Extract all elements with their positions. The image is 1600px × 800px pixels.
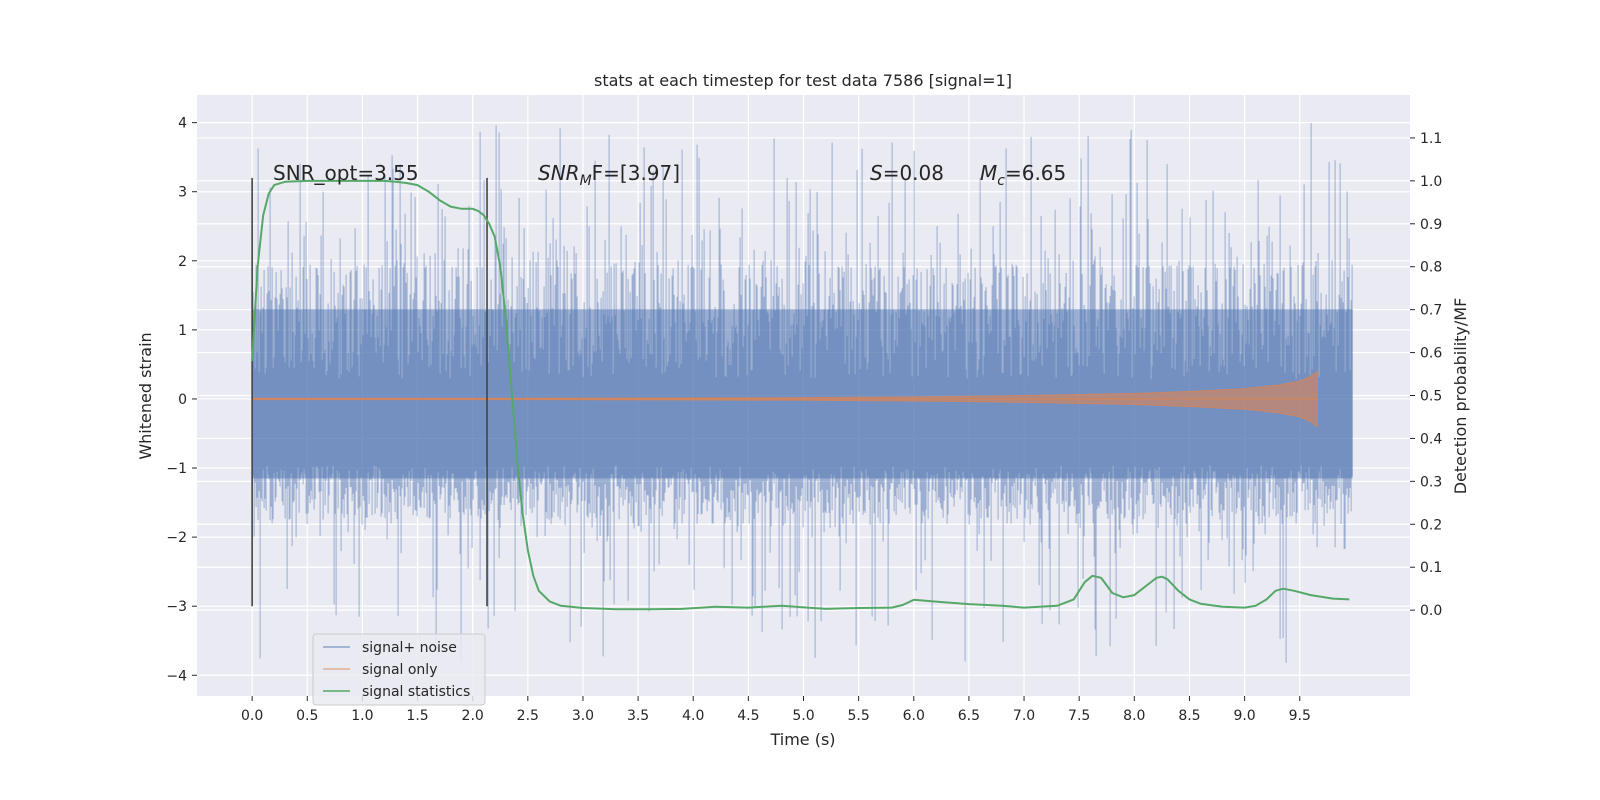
legend-label-signal-statistics: signal statistics: [362, 684, 470, 700]
x-tick-label: 2.5: [517, 708, 539, 724]
y-right-tick-label: 0.2: [1420, 517, 1442, 533]
y-right-tick-label: 1.1: [1420, 131, 1442, 147]
y-right-tick-label: 0.1: [1420, 560, 1442, 576]
annotation-mc-value: =6.65: [1005, 161, 1066, 185]
x-tick-label: 0.0: [241, 708, 263, 724]
y-left-tick-label: −4: [166, 668, 187, 684]
legend: signal+ noise signal only signal statist…: [312, 633, 486, 706]
annotation-snr-mf-sub: M: [580, 173, 592, 189]
annotation-mc-sub: c: [997, 173, 1005, 189]
annotation-snr-mf-rest: F=[3.97]: [592, 161, 680, 185]
x-tick-label: 2.0: [462, 708, 484, 724]
x-tick-label: 3.5: [627, 708, 649, 724]
x-tick-label: 8.0: [1123, 708, 1145, 724]
x-tick-label: 8.5: [1178, 708, 1200, 724]
x-tick-label: 6.5: [958, 708, 980, 724]
y-right-tick-label: 0.4: [1420, 431, 1442, 447]
legend-label-signal-noise: signal+ noise: [362, 640, 457, 656]
y-right-tick-label: 0.7: [1420, 303, 1442, 319]
x-tick-label: 9.5: [1289, 708, 1311, 724]
annotation-s-symbol: S: [870, 161, 883, 185]
y-left-tick-label: 4: [178, 116, 187, 132]
x-tick-label: 0.5: [296, 708, 318, 724]
y-left-tick-label: −1: [166, 461, 187, 477]
window-markers: [251, 177, 488, 607]
y-right-tick-label: 0.8: [1420, 260, 1442, 276]
signal-only-series: [251, 370, 1318, 428]
y-left-tick-label: 0: [178, 392, 187, 408]
x-tick-label: 5.5: [848, 708, 870, 724]
x-tick-label: 6.0: [903, 708, 925, 724]
x-tick-label: 4.5: [737, 708, 759, 724]
annotations: SNR_opt=3.55 SNRMF=[3.97] S=0.08 Mc=6.65: [273, 161, 1066, 189]
y-left-tick-label: 2: [178, 254, 187, 270]
x-tick-label: 3.0: [572, 708, 594, 724]
statistics-curve: [251, 179, 1350, 611]
x-tick-label: 9.0: [1233, 708, 1255, 724]
x-tick-label: 1.0: [351, 708, 373, 724]
annotation-snr-opt: SNR_opt=3.55: [273, 161, 419, 185]
y-right-tick-label: 0.5: [1420, 389, 1442, 405]
y-left-tick-label: 3: [178, 185, 187, 201]
y-right-tick-label: 0.3: [1420, 474, 1442, 490]
annotation-s-value: =0.08: [883, 161, 944, 185]
y-left-tick-label: 1: [178, 323, 187, 339]
y-right-tick-label: 1.0: [1420, 174, 1442, 190]
annotation-snr-mf: SNRMF=[3.97]: [538, 161, 680, 189]
legend-label-signal-only: signal only: [362, 662, 437, 678]
x-tick-label: 7.5: [1068, 708, 1090, 724]
x-tick-label: 7.0: [1013, 708, 1035, 724]
x-axis-label: Time (s): [769, 730, 835, 749]
annotation-mc-base: M: [980, 161, 997, 185]
chart-title: stats at each timestep for test data 758…: [594, 71, 1012, 90]
y-left-tick-label: −2: [166, 530, 187, 546]
y-axis-right-label: Detection probability/MF: [1451, 298, 1470, 495]
signal-statistics-series: [251, 179, 1350, 611]
y-right-tick-label: 0.0: [1420, 603, 1442, 619]
y-axis-left-label: Whitened strain: [136, 332, 155, 459]
y-right-tick-label: 0.9: [1420, 217, 1442, 233]
annotation-snr-mf-base: SNR: [538, 161, 580, 185]
annotation-mc: Mc=6.65: [980, 161, 1066, 189]
annotation-s: S=0.08: [870, 161, 944, 185]
axes: 0.0 0.5 1.0 1.5 2.0 2.5 3.0 3.5 4.0 4.5 5.0 5.5 6.0 6…: [166, 116, 1442, 724]
x-tick-label: 1.5: [406, 708, 428, 724]
x-tick-label: 5.0: [792, 708, 814, 724]
y-right-tick-label: 0.6: [1420, 346, 1442, 362]
legend-box: [312, 633, 486, 706]
x-tick-label: 4.0: [682, 708, 704, 724]
y-left-tick-label: −3: [166, 599, 187, 615]
